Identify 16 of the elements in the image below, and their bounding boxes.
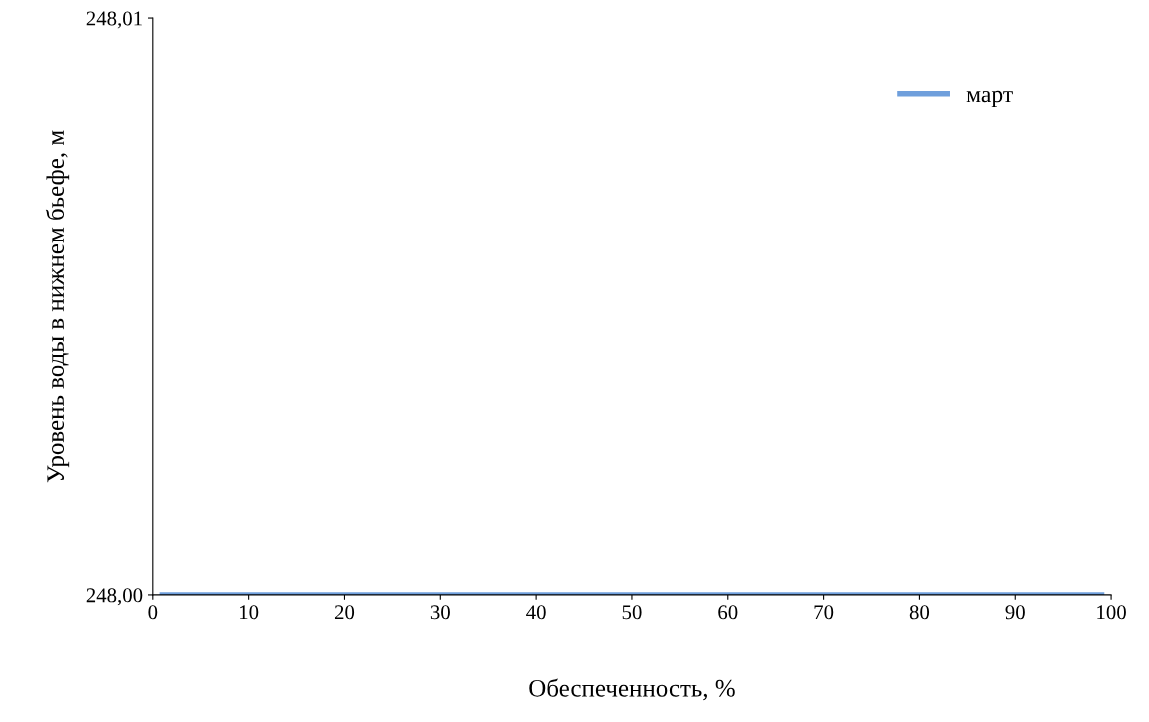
x-tick-label: 80 xyxy=(909,605,930,620)
x-tick-label: 100 xyxy=(1097,605,1126,620)
x-tick-label: 50 xyxy=(622,605,642,620)
x-tick-label: 20 xyxy=(334,605,355,620)
x-tick-label: 40 xyxy=(526,605,546,620)
x-tick-label: 30 xyxy=(430,605,450,620)
x-tick-label: 70 xyxy=(814,605,834,620)
legend-label: март xyxy=(966,90,1013,108)
x-tick-label: 10 xyxy=(240,605,259,620)
x-tick-label: 90 xyxy=(1005,605,1025,620)
y-tick-label: 248,01 xyxy=(86,11,142,29)
y-tick-label: 248,00 xyxy=(86,588,143,606)
x-tick-label: 0 xyxy=(148,605,158,620)
x-axis-title: Обеспеченность, % xyxy=(529,678,735,701)
x-tick-label: 60 xyxy=(718,605,738,620)
y-axis-title: Уровень воды в нижнем бьефе, м xyxy=(45,130,70,483)
